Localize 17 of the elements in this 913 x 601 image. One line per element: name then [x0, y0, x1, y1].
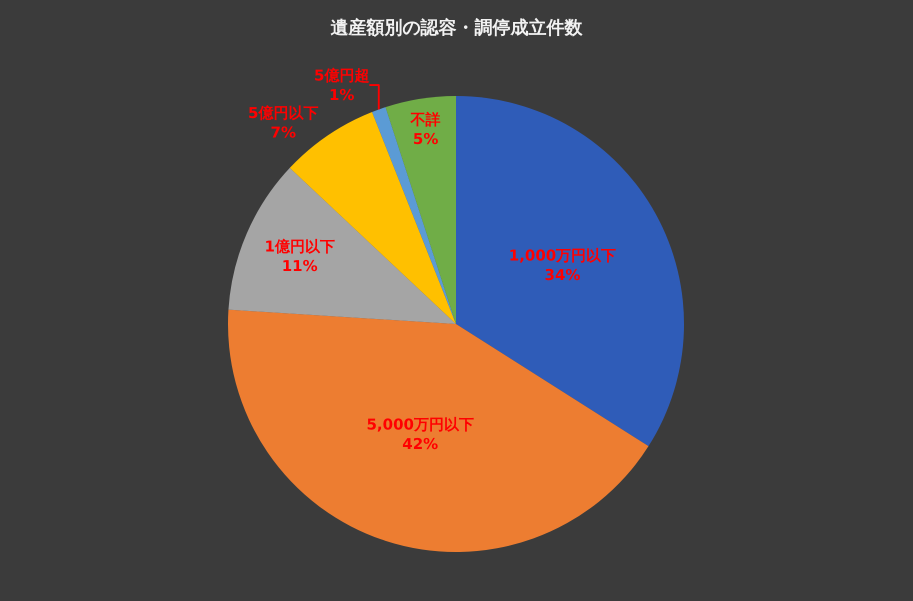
data-label: 1% [328, 86, 354, 104]
slice-label: 5億円以下 [248, 104, 318, 122]
data-label: 7% [270, 123, 296, 142]
data-label: 34% [544, 266, 580, 284]
data-label: 11% [282, 257, 318, 276]
slice-label: 1,000万円以下 [508, 246, 616, 265]
slice-label: 不詳 [410, 110, 441, 129]
pie-slice [228, 310, 649, 552]
pie-slice [386, 96, 456, 324]
slice-label: 5,000万円以下 [366, 415, 474, 434]
slice-label: 1億円以下 [264, 238, 335, 256]
slice-label: 5億円超 [314, 66, 370, 84]
pie-slice [372, 107, 456, 324]
data-label: 42% [402, 434, 438, 453]
data-label: 5% [412, 130, 438, 148]
pie-slice [228, 168, 456, 324]
chart-title: 遺産額別の認容・調停成立件数 [330, 17, 584, 38]
